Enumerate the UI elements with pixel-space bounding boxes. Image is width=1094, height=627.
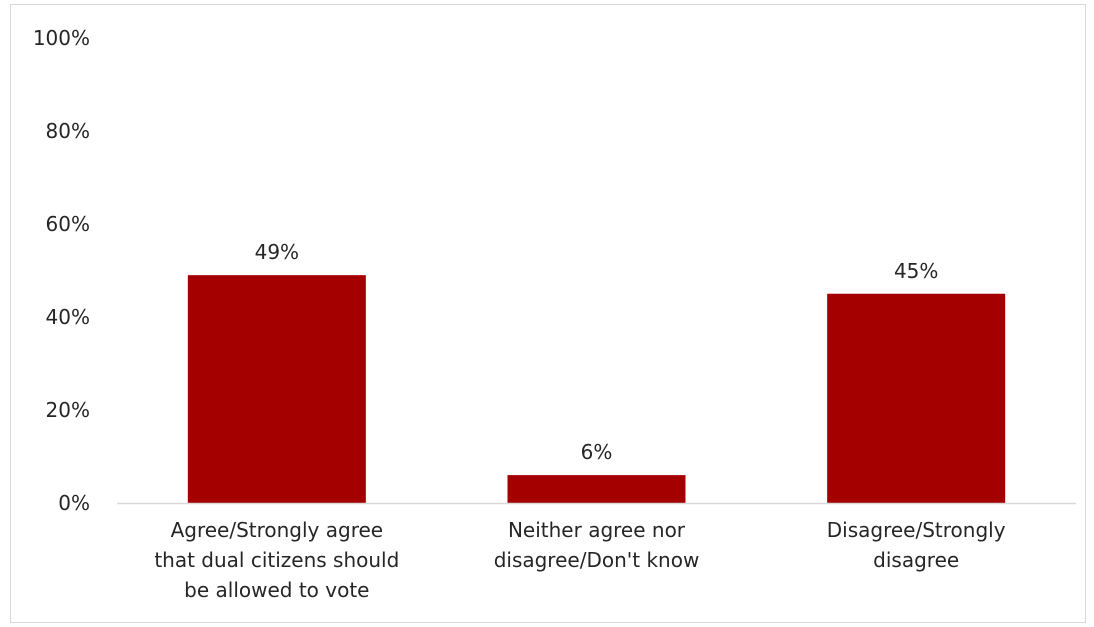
y-tick-label: 60% [46, 212, 90, 236]
x-category-label: Disagree/Strongly disagree [827, 518, 1006, 572]
bar [508, 475, 686, 503]
x-category-label: Agree/Strongly agree that dual citizens s… [154, 518, 399, 602]
data-label: 6% [581, 440, 613, 464]
y-tick-label: 80% [46, 119, 90, 143]
x-category-label: Neither agree nor disagree/Don't know [494, 518, 700, 572]
y-tick-label: 100% [33, 26, 90, 50]
bar [188, 275, 366, 503]
y-tick-label: 20% [46, 398, 90, 422]
data-label: 49% [255, 240, 299, 264]
bar [827, 294, 1005, 503]
y-tick-label: 0% [58, 491, 90, 515]
data-label: 45% [894, 259, 938, 283]
y-tick-label: 40% [46, 305, 90, 329]
